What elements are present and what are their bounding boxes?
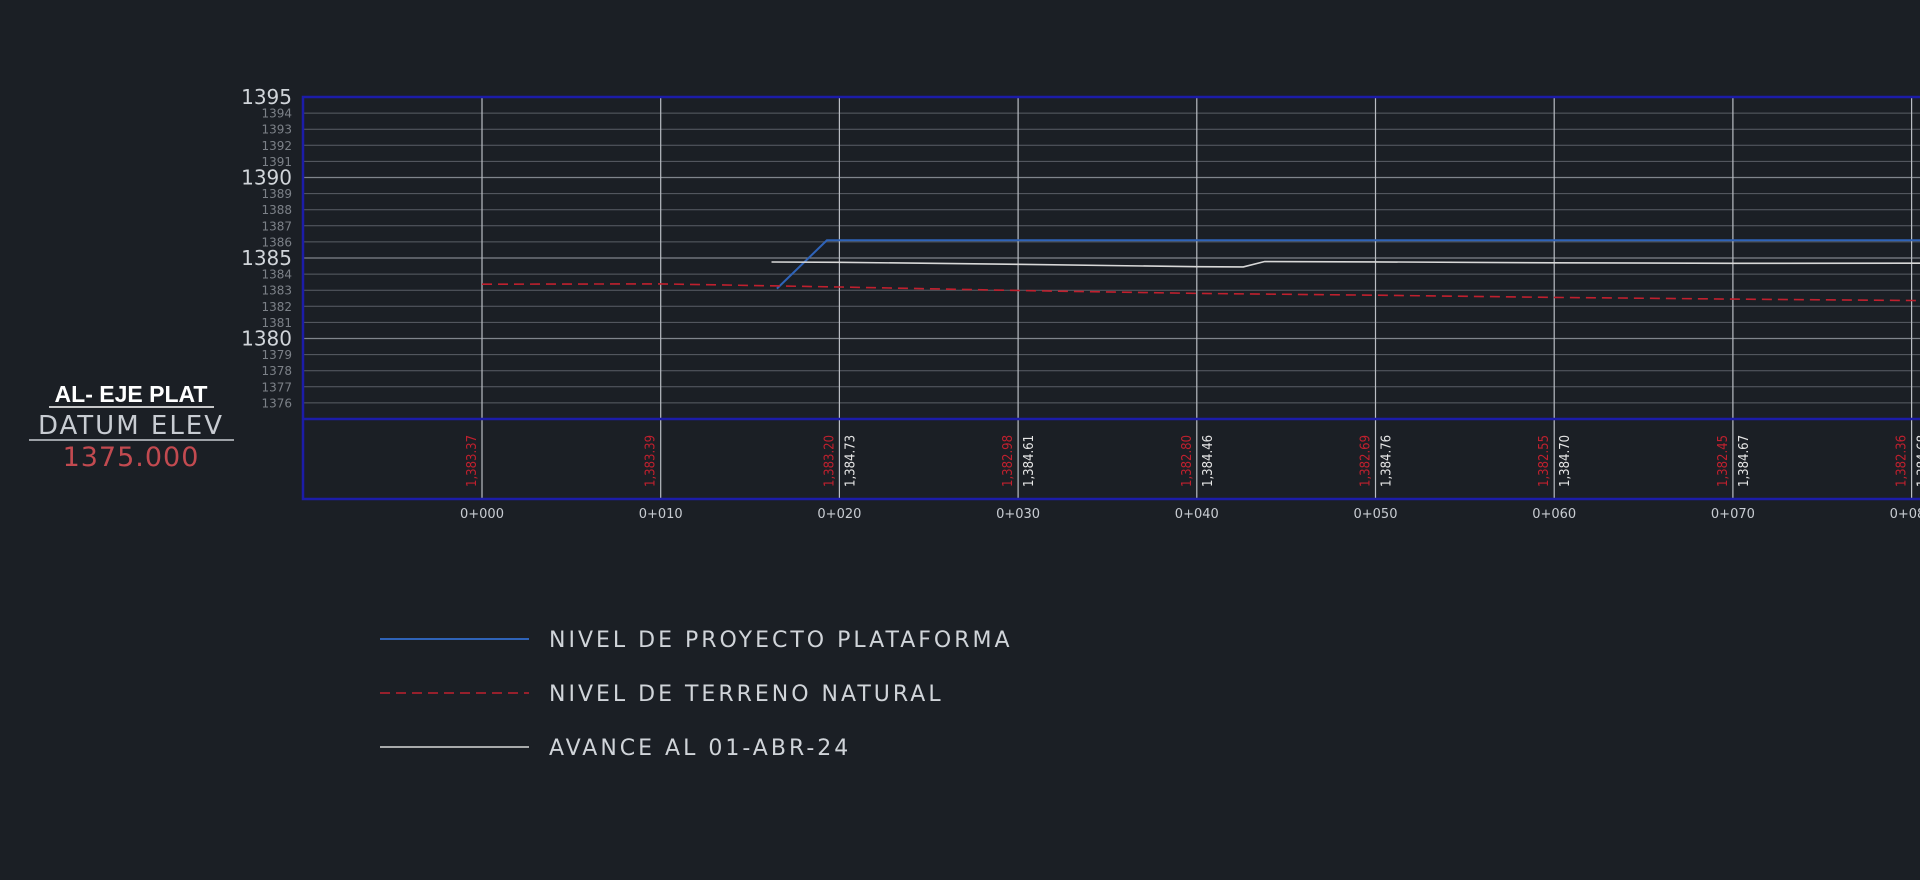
legend: NIVEL DE PROYECTO PLATAFORMA NIVEL DE TER…	[380, 628, 1013, 761]
y-minor-tick-label: 1378	[261, 364, 292, 378]
terrain-elevation-label: 1,382.45	[1716, 435, 1731, 487]
y-minor-tick-label: 1387	[261, 219, 292, 233]
station-label: 0+040	[1175, 507, 1219, 522]
y-major-tick-label: 1380	[241, 327, 292, 351]
terrain-elevation-label: 1,382.69	[1359, 435, 1374, 487]
legend-label: NIVEL DE PROYECTO PLATAFORMA	[549, 628, 1013, 653]
y-minor-tick-label: 1376	[261, 396, 292, 410]
progress-elevation-label: 1,384.67	[1737, 435, 1752, 487]
station-label: 0+030	[996, 507, 1040, 522]
y-minor-tick-label: 1391	[261, 155, 292, 169]
terrain-elevation-label: 1,383.39	[644, 435, 659, 487]
station-band: 0+000 1,383.37 0+010 1,383.39 0+020 1,383.20 1…	[460, 435, 1920, 522]
y-minor-tick-label: 1393	[261, 123, 292, 137]
series-lines	[481, 239, 1920, 302]
y-minor-tick-label: 1383	[261, 284, 292, 298]
terrain-elevation-label: 1,382.80	[1180, 435, 1195, 487]
datum-value: 1375.000	[63, 442, 200, 473]
frame	[301, 95, 1920, 501]
y-minor-tick-label: 1379	[261, 348, 292, 362]
y-minor-tick-label: 1389	[261, 187, 292, 201]
y-major-tick-label: 1390	[241, 166, 292, 190]
y-major-tick-label: 1395	[241, 85, 292, 109]
y-minor-tick-label: 1386	[261, 235, 292, 249]
progress-elevation-label: 1,384.46	[1201, 435, 1216, 487]
progress-elevation-label: 1,384.73	[843, 435, 858, 487]
y-minor-tick-label: 1382	[261, 300, 292, 314]
terrain-elevation-label: 1,382.55	[1537, 435, 1552, 487]
station-label: 0+080	[1890, 507, 1920, 522]
legend-label: AVANCE AL 01-ABR-24	[549, 736, 851, 761]
series-line-0	[776, 239, 1920, 290]
datum-label: DATUM ELEV	[38, 411, 224, 441]
y-minor-tick-label: 1388	[261, 203, 292, 217]
terrain-elevation-label: 1,383.37	[465, 435, 480, 487]
grid	[303, 96, 1920, 499]
station-label: 0+020	[817, 507, 861, 522]
progress-elevation-label: 1,384.76	[1380, 435, 1395, 487]
alignment-label: AL- EJE PLAT	[55, 381, 208, 407]
y-major-tick-label: 1385	[241, 246, 292, 270]
series-line-1	[481, 283, 1920, 302]
station-label: 0+060	[1532, 507, 1576, 522]
progress-elevation-label: 1,384.70	[1558, 435, 1573, 487]
progress-elevation-label: 1,384.68	[1916, 435, 1920, 487]
station-label: 0+010	[639, 507, 683, 522]
terrain-elevation-label: 1,382.98	[1001, 435, 1016, 487]
y-minor-tick-label: 1392	[261, 139, 292, 153]
terrain-elevation-label: 1,383.20	[822, 435, 837, 487]
profile-frame	[301, 95, 1920, 501]
terrain-elevation-label: 1,382.36	[1895, 435, 1910, 487]
station-label: 0+000	[460, 507, 504, 522]
y-minor-tick-label: 1394	[261, 107, 292, 121]
station-label: 0+050	[1354, 507, 1398, 522]
series-line-2	[771, 260, 1920, 268]
y-minor-tick-label: 1381	[261, 316, 292, 330]
y-minor-tick-label: 1384	[261, 268, 292, 282]
station-label: 0+070	[1711, 507, 1755, 522]
y-minor-tick-label: 1377	[261, 380, 292, 394]
progress-elevation-label: 1,384.61	[1022, 435, 1037, 487]
legend-label: NIVEL DE TERRENO NATURAL	[549, 682, 944, 707]
